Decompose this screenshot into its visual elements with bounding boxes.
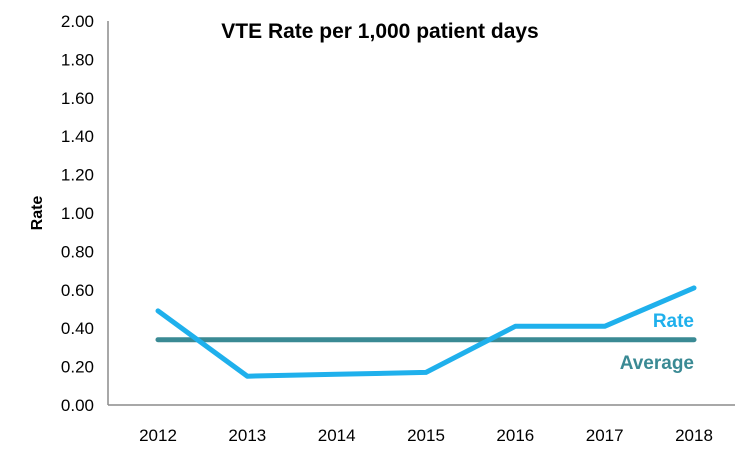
y-tick-label: 0.00 <box>61 396 94 415</box>
y-tick-label: 2.00 <box>61 12 94 31</box>
series-label-average: Average <box>620 353 694 374</box>
y-tick-label: 0.40 <box>61 319 94 338</box>
y-tick-label: 1.40 <box>61 127 94 146</box>
x-tick-label: 2016 <box>496 426 534 445</box>
x-tick-label: 2014 <box>318 426 356 445</box>
x-tick-label: 2015 <box>407 426 445 445</box>
y-tick-label: 0.80 <box>61 242 94 261</box>
y-tick-label: 0.60 <box>61 281 94 300</box>
x-tick-label: 2013 <box>228 426 266 445</box>
y-tick-label: 1.80 <box>61 50 94 69</box>
y-axis-tick-labels: 0.00 0.20 0.40 0.60 0.80 1.00 1.20 1.40 1.60 1.80… <box>61 12 94 415</box>
x-axis-tick-labels: 2012 2013 2014 2015 2016 2017 2018 <box>139 426 713 445</box>
y-axis-label: Rate <box>29 196 46 231</box>
y-tick-label: 1.20 <box>61 166 94 185</box>
y-tick-label: 0.20 <box>61 358 94 377</box>
x-tick-label: 2017 <box>586 426 624 445</box>
series-line-rate <box>155 285 697 379</box>
chart-title: VTE Rate per 1,000 patient days <box>221 20 538 43</box>
y-tick-label: 1.00 <box>61 204 94 223</box>
series-label-rate: Rate <box>653 311 694 332</box>
x-tick-label: 2012 <box>139 426 177 445</box>
series-lines <box>155 285 697 379</box>
y-tick-label: 1.60 <box>61 89 94 108</box>
x-tick-label: 2018 <box>675 426 713 445</box>
